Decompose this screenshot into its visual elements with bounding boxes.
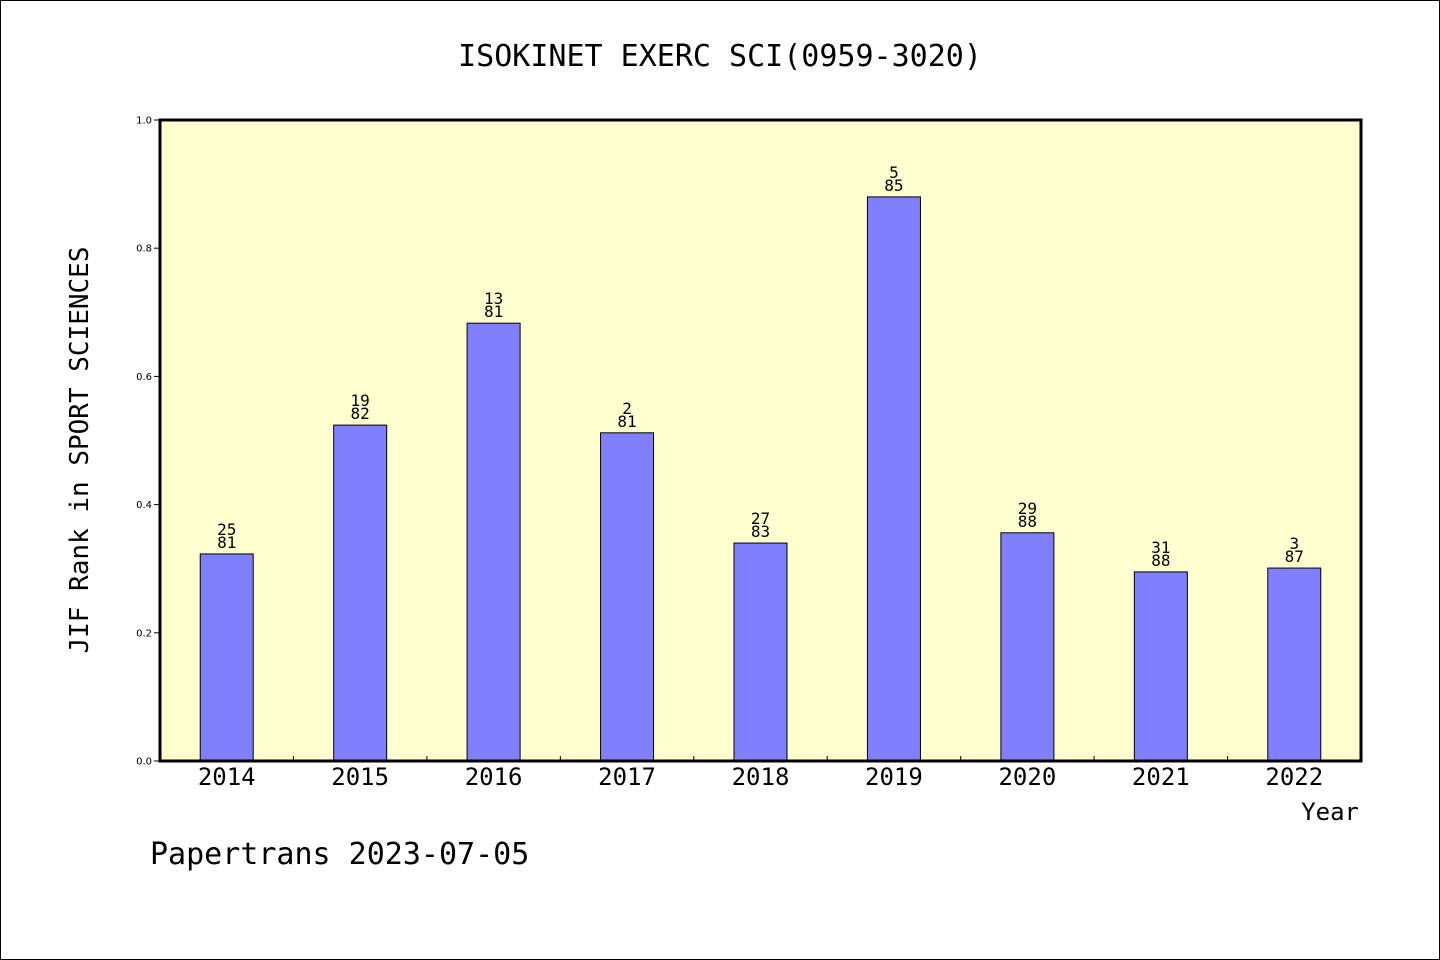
bar-2020 (1000, 532, 1055, 762)
data-label-rank-2020: 29 (1018, 499, 1037, 518)
bar-2015 (333, 424, 388, 762)
bar-2016 (466, 322, 521, 762)
data-label-total-2017: 81 (617, 412, 636, 431)
data-label-total-2020: 88 (1018, 512, 1037, 531)
x-axis: 2014 2015 2016 2017 2018 2019 2020 2021 2022 (198, 756, 1323, 791)
data-label-total-2022: 87 (1285, 547, 1304, 566)
data-label-rank-2014: 25 (217, 520, 236, 539)
data-label-rank-2016: 13 (484, 289, 503, 308)
data-label-rank-2021: 31 (1151, 538, 1170, 557)
data-label-rank-2015: 19 (351, 391, 370, 410)
x-tick-label-2015: 2015 (331, 763, 389, 791)
y-tick-label: 0.8 (136, 244, 152, 255)
x-tick-label-2014: 2014 (198, 763, 256, 791)
data-label-total-2018: 83 (751, 522, 770, 541)
x-tick-label-2017: 2017 (598, 763, 656, 791)
y-tick-label: 0.4 (136, 500, 152, 511)
data-label-rank-2019: 5 (889, 163, 899, 182)
data-label-rank-2018: 27 (751, 509, 770, 528)
data-label-rank-2022: 3 (1289, 534, 1299, 553)
x-tick-label-2016: 2016 (465, 763, 523, 791)
bar-2021 (1133, 571, 1188, 762)
y-axis: 0.0 0.2 0.4 0.6 0.8 1.0 (136, 116, 160, 768)
data-label-total-2016: 81 (484, 302, 503, 321)
x-tick-label-2020: 2020 (998, 763, 1056, 791)
y-tick-label: 0.0 (136, 757, 152, 768)
bar-2019 (866, 196, 921, 762)
footer-text: Papertrans 2023-07-05 (150, 837, 529, 872)
bar-2014 (199, 553, 254, 762)
x-tick-label-2022: 2022 (1265, 763, 1323, 791)
bar-2022 (1267, 567, 1322, 762)
data-label-rank-2017: 2 (622, 399, 632, 418)
data-label-total-2019: 85 (884, 176, 903, 195)
chart-title: ISOKINET EXERC SCI(0959-3020) (458, 39, 982, 74)
data-label-total-2015: 82 (351, 404, 370, 423)
y-tick-label: 1.0 (136, 116, 152, 127)
bar-2018 (733, 542, 788, 762)
bar-2017 (600, 432, 655, 762)
y-tick-label: 0.6 (136, 372, 152, 383)
bars-group (199, 196, 1322, 762)
x-tick-label-2021: 2021 (1132, 763, 1190, 791)
y-axis-label: JIF Rank in SPORT SCIENCES (65, 247, 95, 654)
x-axis-label: Year (1301, 798, 1359, 826)
x-tick-label-2019: 2019 (865, 763, 923, 791)
plot-border (158, 118, 1363, 763)
x-tick-label-2018: 2018 (732, 763, 790, 791)
data-label-total-2021: 88 (1151, 551, 1170, 570)
data-label-total-2014: 81 (217, 533, 236, 552)
y-tick-label: 0.2 (136, 628, 152, 639)
